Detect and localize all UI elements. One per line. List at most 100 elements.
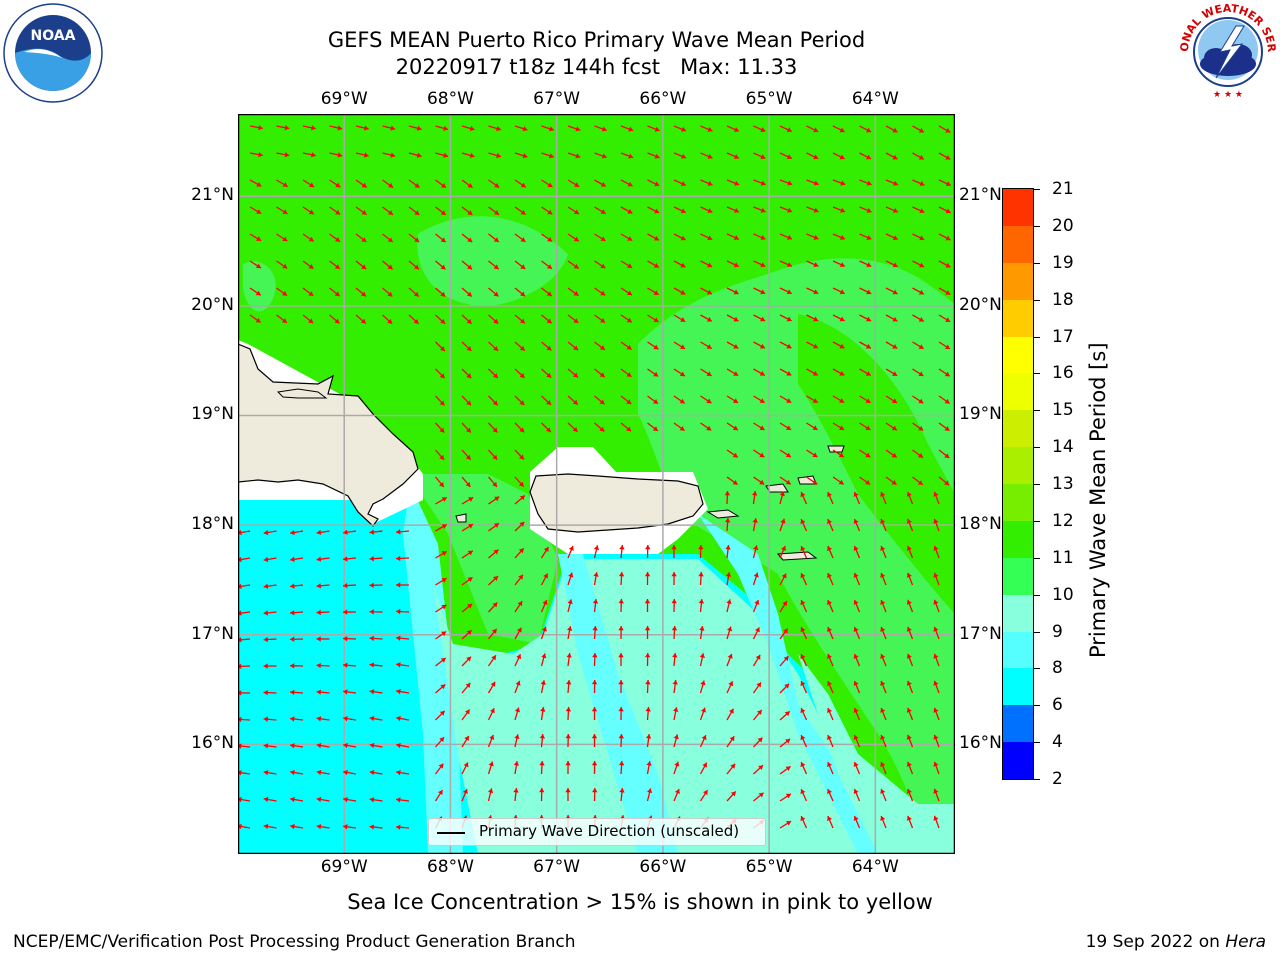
colorbar-segment xyxy=(1003,299,1033,337)
wave-arrow-head xyxy=(628,126,634,132)
lat-label: 17°N xyxy=(191,623,234,644)
wave-arrow-head xyxy=(813,316,819,322)
wave-arrow-head xyxy=(546,318,552,324)
wave-arrow-head xyxy=(591,707,598,712)
wave-arrow-head xyxy=(414,210,420,215)
wave-arrow-head xyxy=(787,207,793,213)
wave-arrow-head xyxy=(343,529,348,535)
lon-label: 67°W xyxy=(533,89,581,109)
wave-arrow-head xyxy=(567,599,573,605)
colorbar-segment xyxy=(1003,446,1033,484)
wave-arrow-head xyxy=(653,235,659,241)
wave-arrow-head xyxy=(439,710,445,716)
wave-arrow-head xyxy=(491,655,496,661)
wave-arrow-head xyxy=(255,317,261,323)
wave-arrow-head xyxy=(540,707,546,712)
wave-arrow-head xyxy=(290,583,295,589)
wave-arrow-head xyxy=(759,343,765,349)
wave-arrow-head xyxy=(518,574,523,580)
wave-arrow-head xyxy=(308,318,314,324)
wave-arrow-head xyxy=(263,583,269,589)
wave-arrow-head xyxy=(546,372,552,378)
wave-arrow-head xyxy=(593,545,600,551)
colorbar-segment xyxy=(1003,520,1033,558)
wave-arrow-head xyxy=(840,207,846,213)
wave-arrow-head xyxy=(469,125,475,132)
wave-arrow-head xyxy=(654,153,660,159)
wave-arrow-head xyxy=(756,682,762,688)
wave-arrow-head xyxy=(865,452,871,458)
wave-arrow-head xyxy=(653,290,659,295)
wave-arrow-head xyxy=(865,343,871,349)
wave-arrow-head xyxy=(308,264,314,269)
wave-arrow-head xyxy=(760,235,766,240)
wave-arrow-head xyxy=(698,599,705,604)
wave-arrow-head xyxy=(363,152,369,158)
wave-arrow-head xyxy=(387,210,393,215)
wave-arrow-head xyxy=(751,491,758,496)
field-8-9-band xyxy=(403,484,463,854)
wave-arrow-head xyxy=(706,425,712,431)
wave-arrow-head xyxy=(865,479,871,485)
wave-arrow-head xyxy=(892,235,898,241)
land-hispaniola xyxy=(238,343,419,527)
wave-arrow-head xyxy=(626,290,632,296)
colorbar-tick-label: 15 xyxy=(1052,400,1074,421)
wave-arrow-head xyxy=(880,545,886,551)
wave-arrow-head xyxy=(853,735,859,740)
wave-arrow-head xyxy=(812,479,818,485)
wave-arrow-head xyxy=(514,707,521,713)
wave-arrow-head xyxy=(387,264,393,270)
wave-arrow-head xyxy=(308,209,314,215)
wave-arrow-head xyxy=(733,371,739,376)
wave-arrow-head xyxy=(646,788,653,794)
lon-label: 69°W xyxy=(320,857,368,877)
wave-arrow-head xyxy=(866,207,872,213)
wave-arrow-head xyxy=(945,235,951,241)
lat-label: 17°N xyxy=(959,623,1002,644)
wave-arrow-head xyxy=(918,154,924,160)
wave-arrow-head xyxy=(839,425,845,430)
wave-arrow-head xyxy=(800,627,806,633)
wave-arrow-head xyxy=(493,291,499,297)
wave-arrow-head xyxy=(599,399,605,405)
wave-arrow-head xyxy=(369,609,374,615)
colorbar-segment xyxy=(1003,188,1033,226)
wave-arrow-head xyxy=(933,734,939,740)
wave-arrow-head xyxy=(626,399,632,404)
wave-arrow-head xyxy=(343,582,348,589)
colorbar-tick xyxy=(1034,594,1040,596)
colorbar-tick-label: 21 xyxy=(1052,179,1074,199)
wave-arrow-head xyxy=(892,208,898,213)
wave-arrow-head xyxy=(812,425,818,430)
wave-arrow-head xyxy=(892,289,898,295)
lat-label: 19°N xyxy=(191,404,234,425)
wave-arrow-head xyxy=(440,318,446,324)
wave-arrow-head xyxy=(290,663,295,669)
wave-arrow-head xyxy=(255,290,261,296)
wave-arrow-head xyxy=(786,425,792,430)
wave-arrow-head xyxy=(680,317,686,322)
field-11-12-band xyxy=(798,314,955,614)
wave-arrow-head xyxy=(945,208,951,214)
wave-arrow-head xyxy=(839,370,845,376)
wave-arrow-head xyxy=(369,715,375,722)
wave-arrow-head xyxy=(701,735,707,741)
wave-arrow-head xyxy=(724,518,731,523)
wave-arrow-head xyxy=(839,343,845,349)
wave-arrow-head xyxy=(672,653,678,658)
wave-arrow-head xyxy=(618,626,624,631)
wave-arrow-head xyxy=(547,236,553,242)
wave-arrow-head xyxy=(760,316,766,322)
wave-arrow-head xyxy=(290,716,295,722)
wave-arrow-head xyxy=(439,373,445,379)
wave-arrow-head xyxy=(520,291,526,297)
wave-arrow-head xyxy=(396,797,401,803)
wave-arrow-head xyxy=(891,425,897,431)
chart-subtitle: 20220917 t18z 144h fcst Max: 11.33 xyxy=(395,55,798,79)
wave-arrow-head xyxy=(361,264,367,270)
wave-arrow-head xyxy=(754,599,760,605)
wave-arrow-head xyxy=(492,400,498,406)
colorbar-tick-label: 8 xyxy=(1052,658,1063,679)
wave-arrow-head xyxy=(573,291,579,296)
